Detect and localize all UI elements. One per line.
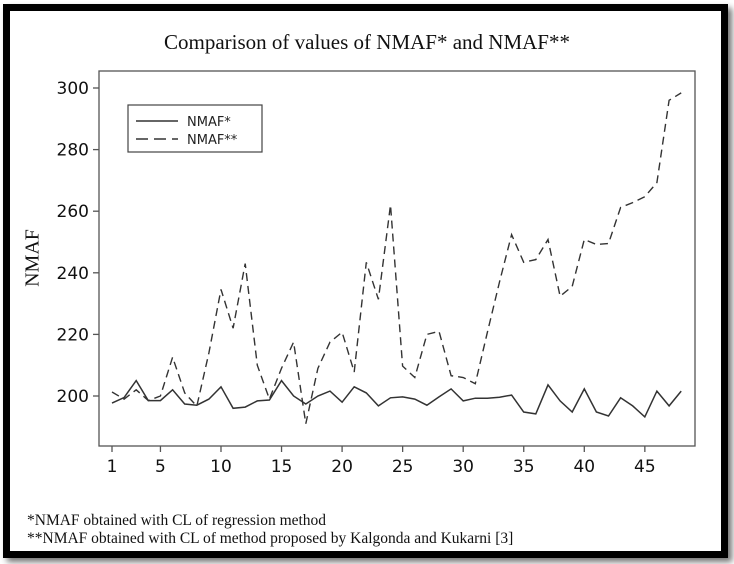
legend-box — [127, 104, 263, 153]
series-nmaf-double-star-line — [111, 92, 682, 424]
y-tick-label: 240 — [57, 264, 89, 284]
legend: NMAF* NMAF** — [127, 104, 263, 153]
x-tick-label: 40 — [573, 457, 595, 477]
footnote-1: *NMAF obtained with CL of regression met… — [27, 512, 327, 529]
x-tick-label: 5 — [155, 457, 166, 477]
series-layer — [111, 92, 682, 424]
plot-area — [98, 70, 696, 447]
legend-label-nmaf-double-star: NMAF** — [187, 133, 238, 148]
y-tick-label: 200 — [57, 387, 89, 407]
figure-frame — [3, 4, 728, 558]
y-tick-label: 280 — [57, 141, 89, 161]
x-tick-label: 30 — [452, 457, 474, 477]
x-tick-label: 35 — [513, 457, 535, 477]
y-tick-label: 220 — [57, 325, 89, 345]
footnote-2: **NMAF obtained with CL of method propos… — [27, 530, 514, 547]
series-nmaf-star-line — [111, 379, 682, 419]
y-axis: 200 220 240 260 280 300 — [57, 79, 99, 407]
legend-label-nmaf-star: NMAF* — [187, 115, 231, 130]
x-axis: 1 5 10 15 20 25 30 35 40 45 — [107, 446, 656, 477]
y-tick-label: 260 — [57, 202, 89, 222]
x-tick-label: 20 — [331, 457, 353, 477]
x-tick-label: 1 — [107, 457, 118, 477]
y-tick-label: 300 — [57, 79, 89, 99]
x-tick-label: 25 — [392, 457, 414, 477]
x-tick-label: 15 — [271, 457, 293, 477]
x-tick-label: 45 — [634, 457, 656, 477]
chart-title: Comparison of values of NMAF* and NMAF** — [164, 30, 570, 54]
x-tick-label: 10 — [210, 457, 232, 477]
